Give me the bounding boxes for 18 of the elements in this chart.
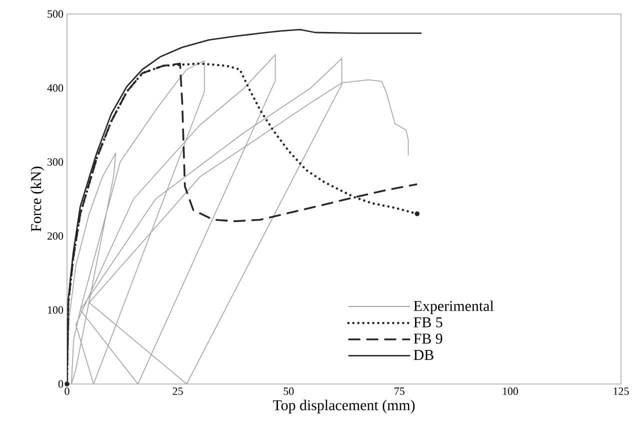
y-axis-title: Force (kN) [30, 166, 44, 232]
y-tick-label: 400 [47, 84, 64, 92]
y-tick-label: 100 [48, 306, 64, 314]
y-tick-label: 0 [58, 380, 64, 388]
x-tick-label: 25 [172, 388, 183, 395]
legend-label: Experimental [414, 300, 494, 314]
x-axis-title: Top displacement (mm) [272, 400, 415, 414]
x-tick-label: 50 [284, 388, 294, 395]
y-tick-label: 300 [48, 158, 64, 166]
legend-label: FB 5 [414, 317, 442, 328]
legend-label: DB [414, 350, 434, 360]
y-tick-label: 500 [48, 10, 64, 18]
y-tick-label: 200 [48, 232, 64, 240]
x-tick-label: 0 [64, 388, 70, 395]
x-tick-label: 125 [614, 388, 629, 395]
x-tick-label: 100 [502, 388, 518, 395]
x-tick-label: 75 [394, 388, 404, 395]
legend-label: FB 9 [414, 334, 442, 344]
